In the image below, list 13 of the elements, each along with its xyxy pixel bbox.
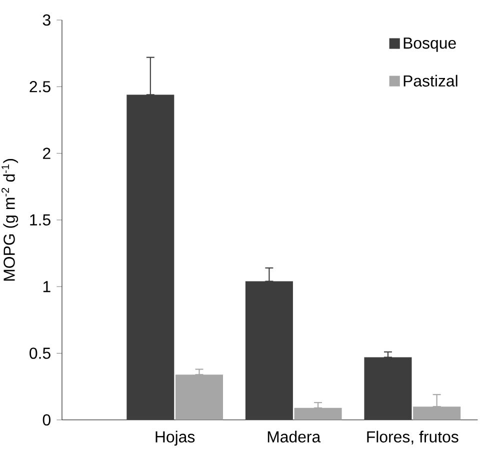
x-tick-label: Hojas [156,430,195,446]
y-tick-label: 0.5 [30,348,50,359]
x-tick-label: Madera [268,430,321,442]
y-tick-label: 2.5 [30,81,50,92]
legend-label: Bosque [404,38,456,52]
y-tick-label: 1 [43,281,50,292]
y-tick-label: 0 [42,414,50,426]
y-tick-label: 1.5 [30,214,50,226]
x-tick-label: Flores, frutos [367,430,458,444]
y-tick-label: 3 [42,14,50,26]
legend-label: Pastizal [404,74,458,87]
y-tick-label: 2 [43,148,50,159]
y-axis-title: MOPG (g m$^{-2}$ d$^{-1}$) [2,159,18,281]
